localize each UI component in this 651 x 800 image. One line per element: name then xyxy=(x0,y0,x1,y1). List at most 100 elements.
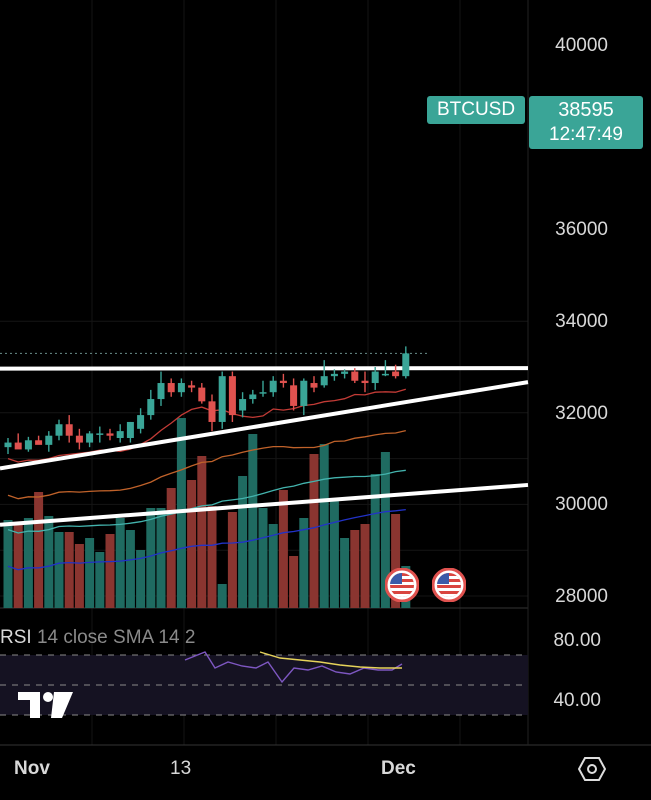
rsi-legend[interactable]: RSI 14 close SMA 14 2 xyxy=(0,627,195,649)
candle-body xyxy=(55,424,63,436)
volume-bar xyxy=(44,516,54,608)
candle-body xyxy=(65,424,73,436)
candle-body xyxy=(239,399,247,411)
candle-body xyxy=(35,440,43,445)
candle-body xyxy=(402,353,410,377)
volume-bar xyxy=(278,490,288,608)
volume-bar xyxy=(340,538,350,608)
volume-bar xyxy=(105,534,115,608)
volume-bar xyxy=(115,518,125,608)
candle-body xyxy=(371,371,379,384)
rsi-ma-line xyxy=(259,651,402,669)
y-axis-label: 30000 xyxy=(555,494,608,515)
rsi-level-label: 40.00 xyxy=(553,690,601,711)
volume-bar xyxy=(360,524,370,608)
candle-body xyxy=(157,383,165,400)
volume-bar xyxy=(207,506,217,608)
ma-line-orange xyxy=(7,429,406,500)
trendline-lower-channel xyxy=(0,482,529,527)
candle-body xyxy=(320,376,328,386)
volume-bar xyxy=(23,518,33,608)
rsi-panel xyxy=(0,651,528,716)
volume-bars xyxy=(3,418,411,608)
volume-bar xyxy=(54,532,64,608)
candle-body xyxy=(188,385,196,388)
volume-bar xyxy=(217,584,227,608)
bar-countdown: 12:47:49 xyxy=(549,124,623,145)
volume-bar xyxy=(85,538,95,608)
volume-bar xyxy=(34,492,44,608)
candle-body xyxy=(198,387,206,402)
candle-body xyxy=(14,442,22,450)
volume-bar xyxy=(125,530,135,608)
rsi-name: RSI xyxy=(0,627,32,648)
volume-bar xyxy=(3,520,13,608)
candle-body xyxy=(351,371,359,381)
candle-body xyxy=(4,442,12,448)
candle-body xyxy=(300,380,308,406)
volume-bar xyxy=(319,444,329,608)
volume-bar xyxy=(268,524,278,608)
candlestick-series xyxy=(4,346,410,455)
y-axis-label: 32000 xyxy=(555,403,608,424)
volume-bar xyxy=(156,508,166,608)
last-price: 38595 xyxy=(558,99,614,121)
volume-bar xyxy=(146,508,156,608)
volume-bar xyxy=(197,456,207,608)
tradingview-logo-icon xyxy=(18,690,74,725)
volume-bar xyxy=(95,552,105,608)
candle-body xyxy=(361,380,369,384)
candle-body xyxy=(279,380,287,384)
volume-bar xyxy=(350,530,360,608)
ma-line-teal xyxy=(7,469,406,534)
volume-bar xyxy=(166,488,176,608)
symbol-badge: BTCUSD xyxy=(427,96,525,124)
volume-bar xyxy=(64,532,74,608)
volume-bar xyxy=(248,434,258,608)
ma-line-blue xyxy=(7,508,406,571)
volume-bar xyxy=(299,518,309,608)
volume-bar xyxy=(258,508,268,608)
ma-line-red xyxy=(7,388,406,463)
candle-body xyxy=(269,380,277,393)
x-axis-label: Dec xyxy=(381,758,416,779)
candle-body xyxy=(228,376,236,416)
candle-body xyxy=(147,399,155,416)
volume-bar xyxy=(380,452,390,608)
rsi-params: 14 close SMA 14 2 xyxy=(36,627,196,648)
candle-body xyxy=(310,383,318,388)
us-flag-icon[interactable] xyxy=(384,567,420,603)
candle-body xyxy=(249,394,257,400)
volume-bar xyxy=(187,480,197,608)
candle-body xyxy=(137,415,145,429)
candle-body xyxy=(126,421,134,438)
candle-body xyxy=(24,440,32,450)
candle-body xyxy=(116,431,124,438)
candle-body xyxy=(167,383,175,393)
us-flag-icon[interactable] xyxy=(431,567,467,603)
volume-bar xyxy=(370,474,380,608)
candle-body xyxy=(208,401,216,422)
volume-bar xyxy=(329,500,339,608)
trendline-rising-support xyxy=(0,380,529,471)
rsi-level-label: 80.00 xyxy=(553,630,601,651)
candle-body xyxy=(392,371,400,377)
settings-hexagon-icon[interactable] xyxy=(577,755,607,788)
price-badge: 38595 12:47:49 xyxy=(529,96,643,149)
candle-body xyxy=(218,376,226,422)
candle-body xyxy=(96,433,104,435)
volume-bar xyxy=(309,454,319,608)
trendlines[interactable] xyxy=(0,352,529,527)
candle-body xyxy=(106,433,114,436)
volume-bar xyxy=(74,544,84,608)
candle-body xyxy=(177,383,185,393)
candle-body xyxy=(381,373,389,376)
candle-body xyxy=(86,433,94,443)
x-axis-label: Nov xyxy=(14,758,50,779)
candle-body xyxy=(45,435,53,445)
candle-body xyxy=(259,392,267,394)
y-axis-label: 28000 xyxy=(555,586,608,607)
moving-averages xyxy=(7,388,406,571)
x-axis-label: 13 xyxy=(170,758,192,779)
